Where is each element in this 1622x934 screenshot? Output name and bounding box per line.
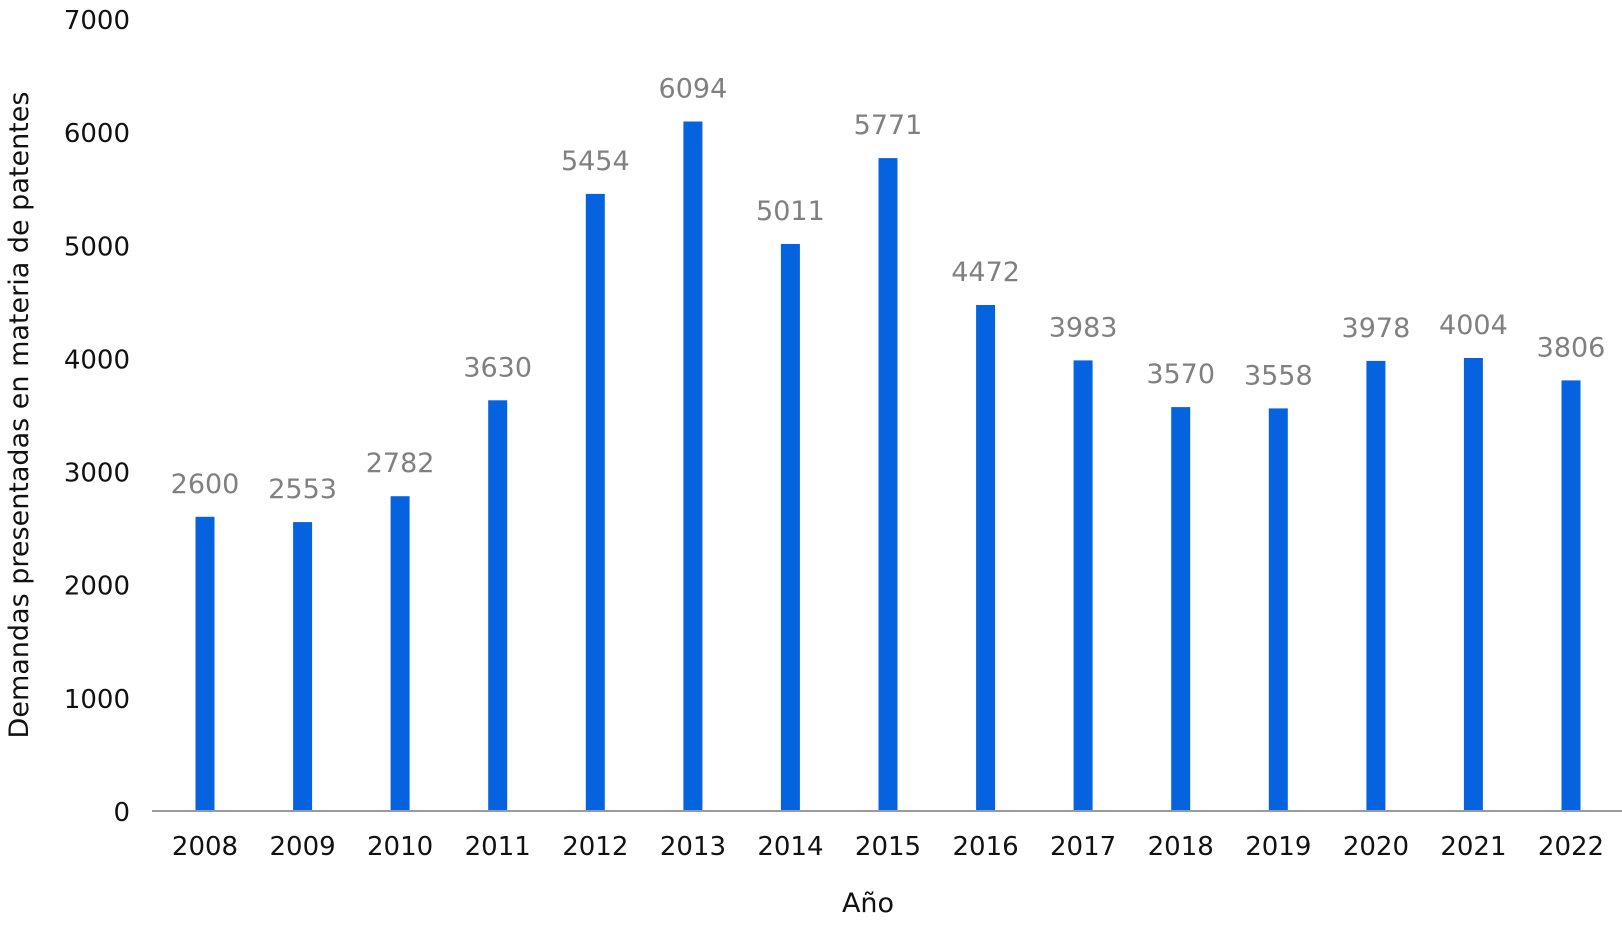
x-tick-label-2020: 2020	[1343, 832, 1409, 862]
data-label-2009: 2553	[268, 474, 337, 505]
bar-2022	[1561, 380, 1581, 811]
bar-2008	[195, 516, 215, 811]
y-tick-label-2000: 2000	[64, 572, 130, 602]
bar-2019	[1268, 408, 1288, 811]
bar-2012	[585, 193, 605, 811]
x-axis-ticks: 2008 2009 2010 2011 2012 2013 2014 2015 2016 2017…	[172, 832, 1604, 862]
x-tick-label-2013: 2013	[660, 832, 726, 862]
bar-2010	[390, 496, 410, 811]
bar-2018	[1171, 407, 1191, 811]
data-label-2013: 6094	[659, 74, 728, 105]
x-tick-label-2014: 2014	[757, 832, 823, 862]
x-tick-label-2011: 2011	[465, 832, 531, 862]
bar-2015	[878, 158, 898, 812]
y-axis-title: Demandas presentadas en materia de paten…	[4, 92, 35, 739]
data-label-2016: 4472	[951, 257, 1020, 288]
bar-2011	[488, 400, 508, 811]
data-label-2008: 2600	[171, 469, 240, 500]
x-tick-label-2015: 2015	[855, 832, 921, 862]
x-tick-label-2022: 2022	[1538, 832, 1604, 862]
x-tick-label-2018: 2018	[1148, 832, 1214, 862]
bar-2016	[976, 305, 996, 811]
data-label-2021: 4004	[1439, 310, 1508, 341]
x-tick-label-2012: 2012	[562, 832, 628, 862]
bar-2021	[1463, 358, 1483, 811]
y-axis-ticks: 0 1000 2000 3000 4000 5000 6000 7000	[64, 6, 130, 828]
data-label-2012: 5454	[561, 146, 630, 177]
y-tick-label-4000: 4000	[64, 345, 130, 375]
x-tick-label-2016: 2016	[953, 832, 1019, 862]
x-tick-label-2010: 2010	[367, 832, 433, 862]
data-label-2010: 2782	[366, 448, 435, 479]
bar-2017	[1073, 360, 1093, 811]
y-tick-label-0: 0	[113, 798, 130, 828]
data-label-2019: 3558	[1244, 360, 1313, 391]
bar-2020	[1366, 360, 1386, 811]
data-label-2017: 3983	[1049, 312, 1118, 343]
bar-2014	[780, 244, 800, 811]
data-labels-group: 2600 2553 2782 3630 5454 6094 5011 5771 4472 3983…	[171, 74, 1606, 506]
x-tick-label-2017: 2017	[1050, 832, 1116, 862]
x-tick-label-2008: 2008	[172, 832, 238, 862]
data-label-2014: 5011	[756, 196, 825, 227]
y-tick-label-3000: 3000	[64, 459, 130, 489]
x-tick-label-2021: 2021	[1440, 832, 1506, 862]
y-tick-label-7000: 7000	[64, 6, 130, 36]
x-tick-label-2019: 2019	[1245, 832, 1311, 862]
y-tick-label-1000: 1000	[64, 685, 130, 715]
data-label-2020: 3978	[1342, 313, 1411, 344]
bar-2013	[683, 121, 703, 811]
bar-2009	[293, 522, 313, 811]
y-tick-label-5000: 5000	[64, 232, 130, 262]
data-label-2015: 5771	[854, 110, 923, 141]
bars-group	[195, 121, 1581, 812]
data-label-2018: 3570	[1146, 359, 1215, 390]
data-label-2011: 3630	[463, 352, 532, 383]
y-tick-label-6000: 6000	[64, 119, 130, 149]
x-axis-title: Año	[842, 888, 894, 919]
data-label-2022: 3806	[1537, 332, 1606, 363]
x-tick-label-2009: 2009	[270, 832, 336, 862]
